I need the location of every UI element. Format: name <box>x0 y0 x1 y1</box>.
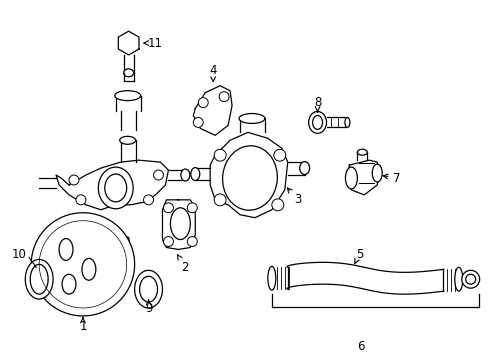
Text: 2: 2 <box>177 255 189 274</box>
Text: 7: 7 <box>383 171 400 185</box>
Ellipse shape <box>120 136 135 144</box>
Ellipse shape <box>82 258 96 280</box>
Text: 3: 3 <box>287 188 301 206</box>
Circle shape <box>461 270 479 288</box>
Text: 8: 8 <box>313 96 321 112</box>
Circle shape <box>465 274 475 284</box>
Ellipse shape <box>139 276 157 302</box>
Circle shape <box>271 199 283 211</box>
Circle shape <box>163 203 173 213</box>
Polygon shape <box>101 233 130 267</box>
Circle shape <box>163 237 173 247</box>
Circle shape <box>153 170 163 180</box>
Text: 6: 6 <box>357 340 365 353</box>
Ellipse shape <box>190 168 199 180</box>
Circle shape <box>69 175 79 185</box>
Circle shape <box>214 194 225 206</box>
Text: 1: 1 <box>79 318 86 333</box>
Circle shape <box>193 117 203 127</box>
Ellipse shape <box>239 113 264 123</box>
Ellipse shape <box>454 267 462 291</box>
Polygon shape <box>162 200 195 249</box>
Text: 9: 9 <box>144 300 152 315</box>
Circle shape <box>214 149 225 161</box>
Polygon shape <box>118 31 139 55</box>
Circle shape <box>219 92 228 102</box>
Text: 5: 5 <box>354 248 362 264</box>
Polygon shape <box>346 160 379 195</box>
Ellipse shape <box>62 274 76 294</box>
Ellipse shape <box>312 116 322 129</box>
Ellipse shape <box>299 162 309 175</box>
Ellipse shape <box>134 270 162 308</box>
Ellipse shape <box>59 239 73 260</box>
Text: 10: 10 <box>12 248 27 261</box>
Ellipse shape <box>308 112 326 133</box>
Polygon shape <box>56 160 168 210</box>
Ellipse shape <box>371 164 382 182</box>
Circle shape <box>273 149 285 161</box>
Ellipse shape <box>222 146 277 210</box>
Ellipse shape <box>104 174 126 202</box>
Ellipse shape <box>170 208 190 239</box>
Ellipse shape <box>267 266 275 290</box>
Ellipse shape <box>181 169 189 181</box>
Polygon shape <box>193 86 232 135</box>
Polygon shape <box>210 132 287 218</box>
Circle shape <box>187 203 197 213</box>
Ellipse shape <box>357 149 366 155</box>
Circle shape <box>76 195 86 205</box>
Ellipse shape <box>123 69 133 77</box>
Circle shape <box>31 213 134 316</box>
Circle shape <box>187 237 197 247</box>
Text: 11: 11 <box>143 37 163 50</box>
Circle shape <box>143 195 153 205</box>
Ellipse shape <box>345 167 357 189</box>
Ellipse shape <box>115 91 141 100</box>
Ellipse shape <box>30 264 48 294</box>
Ellipse shape <box>344 117 349 127</box>
Ellipse shape <box>98 167 133 209</box>
Ellipse shape <box>25 260 53 299</box>
Text: 4: 4 <box>209 64 217 81</box>
Circle shape <box>198 98 208 108</box>
